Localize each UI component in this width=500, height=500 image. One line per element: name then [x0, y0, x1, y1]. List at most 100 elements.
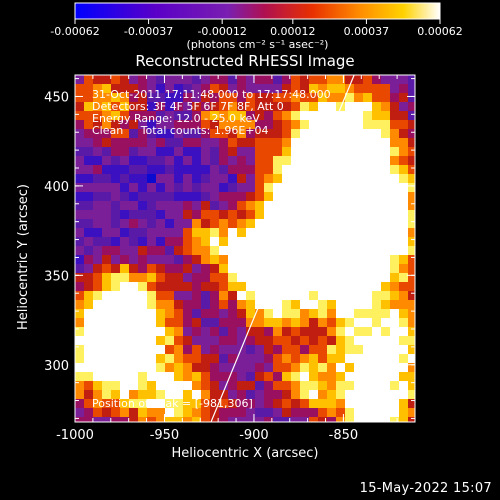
heatmap-cell	[372, 318, 381, 327]
heatmap-cell	[408, 282, 415, 291]
heatmap-cell	[219, 345, 228, 354]
heatmap-cell	[93, 120, 102, 129]
heatmap-cell	[363, 120, 372, 129]
heatmap-cell	[75, 417, 84, 422]
heatmap-cell	[75, 273, 84, 282]
heatmap-cell	[390, 183, 399, 192]
heatmap-cell	[120, 120, 129, 129]
heatmap-cell	[381, 282, 390, 291]
heatmap-cell	[327, 408, 336, 417]
heatmap-cell	[228, 300, 237, 309]
heatmap-cell	[147, 147, 156, 156]
heatmap-cell	[309, 210, 318, 219]
heatmap-cell	[129, 390, 138, 399]
heatmap-cell	[102, 399, 111, 408]
heatmap-cell	[273, 336, 282, 345]
heatmap-cell	[381, 273, 390, 282]
heatmap-cell	[408, 75, 415, 84]
heatmap-cell	[237, 156, 246, 165]
heatmap-cell	[84, 363, 93, 372]
heatmap-cell	[399, 327, 408, 336]
peak-position-label: Position of Peak = [-981,306]	[92, 397, 253, 410]
heatmap-cell	[399, 336, 408, 345]
colorbar-tick-label: 0.00062	[417, 25, 463, 38]
heatmap-cell	[138, 264, 147, 273]
heatmap-cell	[201, 417, 210, 422]
heatmap-cell	[291, 102, 300, 111]
heatmap-cell	[291, 264, 300, 273]
heatmap-cell	[300, 282, 309, 291]
heatmap-cell	[255, 372, 264, 381]
heatmap-cell	[129, 309, 138, 318]
heatmap-cell	[327, 255, 336, 264]
heatmap-cell	[228, 129, 237, 138]
heatmap-cell	[219, 408, 228, 417]
heatmap-cell	[327, 381, 336, 390]
heatmap-cell	[129, 381, 138, 390]
heatmap-cell	[372, 417, 381, 422]
heatmap-cell	[102, 255, 111, 264]
heatmap-cell	[372, 282, 381, 291]
heatmap-cell	[399, 120, 408, 129]
heatmap-cell	[120, 174, 129, 183]
heatmap-cell	[309, 408, 318, 417]
heatmap-cell	[408, 192, 415, 201]
heatmap-cell	[228, 246, 237, 255]
heatmap-cell	[327, 183, 336, 192]
heatmap-cell	[381, 228, 390, 237]
heatmap-cell	[354, 111, 363, 120]
heatmap-cell	[219, 84, 228, 93]
heatmap-cell	[165, 120, 174, 129]
heatmap-cell	[381, 255, 390, 264]
heatmap-cell	[129, 201, 138, 210]
heatmap-cell	[156, 417, 165, 422]
heatmap-cell	[372, 264, 381, 273]
heatmap-cell	[390, 291, 399, 300]
heatmap-cell	[84, 165, 93, 174]
heatmap-cell	[354, 237, 363, 246]
heatmap-cell	[372, 93, 381, 102]
heatmap-cell	[273, 183, 282, 192]
heatmap-cell	[273, 264, 282, 273]
heatmap-cell	[237, 219, 246, 228]
heatmap-cell	[210, 282, 219, 291]
heatmap-cell	[228, 111, 237, 120]
heatmap-cell	[237, 300, 246, 309]
heatmap-cell	[408, 156, 415, 165]
heatmap-cell	[291, 84, 300, 93]
heatmap-cell	[246, 390, 255, 399]
heatmap-cell	[129, 75, 138, 84]
heatmap-cell	[327, 363, 336, 372]
heatmap-cell	[390, 363, 399, 372]
heatmap-cell	[282, 399, 291, 408]
heatmap-cell	[120, 300, 129, 309]
heatmap-cell	[84, 417, 93, 422]
heatmap-cell	[174, 363, 183, 372]
heatmap-cell	[345, 300, 354, 309]
heatmap-cell	[183, 183, 192, 192]
heatmap-cell	[399, 363, 408, 372]
heatmap-cell	[147, 399, 156, 408]
heatmap-cell	[372, 147, 381, 156]
heatmap-cell	[174, 399, 183, 408]
heatmap-cell	[363, 390, 372, 399]
heatmap-cell	[381, 219, 390, 228]
heatmap-cell	[336, 327, 345, 336]
heatmap-cell	[111, 255, 120, 264]
heatmap-cell	[255, 273, 264, 282]
heatmap-cell	[345, 102, 354, 111]
heatmap-cell	[102, 372, 111, 381]
heatmap-cell	[318, 264, 327, 273]
heatmap-cell	[129, 282, 138, 291]
heatmap-cell	[156, 228, 165, 237]
heatmap-cell	[363, 363, 372, 372]
heatmap-cell	[327, 165, 336, 174]
heatmap-cell	[246, 120, 255, 129]
heatmap-cell	[399, 93, 408, 102]
heatmap-cell	[237, 417, 246, 422]
heatmap-cell	[192, 381, 201, 390]
heatmap-cell	[345, 183, 354, 192]
heatmap-cell	[102, 183, 111, 192]
heatmap-cell	[84, 147, 93, 156]
